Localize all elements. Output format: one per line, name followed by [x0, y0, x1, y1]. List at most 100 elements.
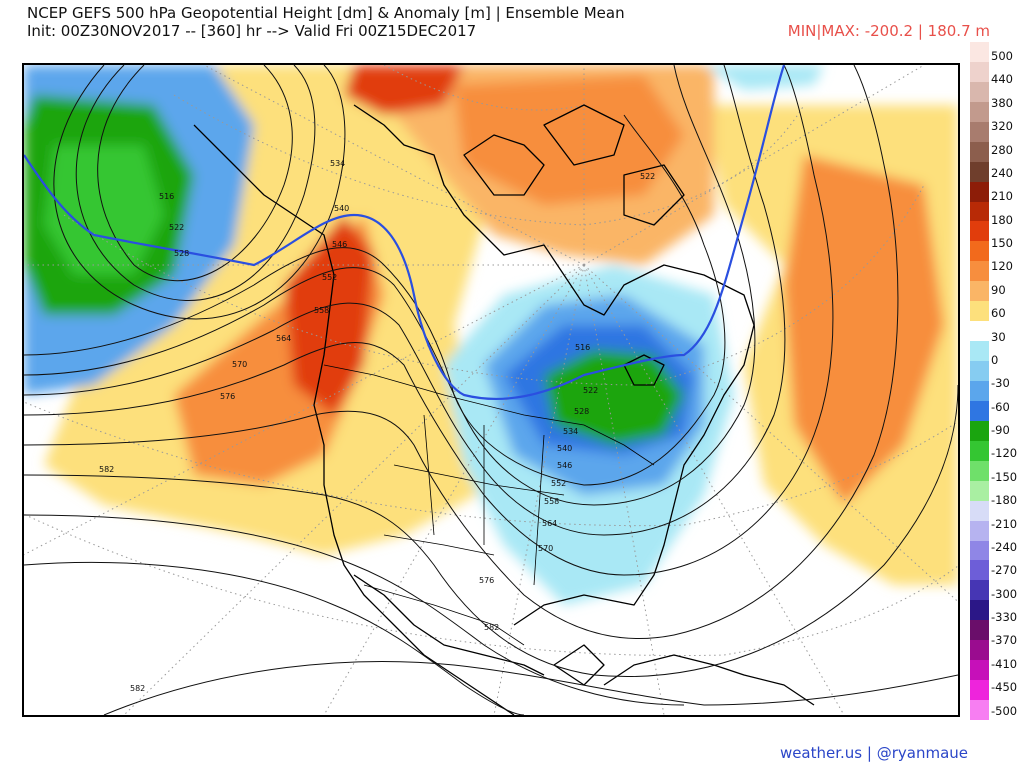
colorbar-swatch: [970, 500, 989, 522]
colorbar-swatch: [970, 321, 989, 342]
contour-label: 564: [542, 519, 557, 528]
colorbar-swatch: [970, 381, 989, 402]
colorbar-swatch: [970, 660, 989, 681]
colorbar-swatch: [970, 361, 989, 382]
contour-label: 558: [544, 497, 559, 506]
map-canvas: 516 522 528 534 540 546 552 558 564 570 …: [24, 65, 958, 715]
colorbar-tick-label: -120: [991, 446, 1018, 461]
colorbar-tick-label: -330: [991, 610, 1018, 625]
colorbar-swatch: [970, 460, 989, 482]
trough-north-lobe: [704, 65, 824, 90]
colorbar-swatch: [970, 420, 989, 442]
contour-label: 570: [232, 360, 247, 369]
contour-label: 570: [538, 544, 553, 553]
contour-label: 582: [130, 684, 145, 693]
colorbar-swatch: [970, 680, 989, 701]
colorbar-swatch: [970, 181, 989, 203]
colorbar-swatch: [970, 540, 989, 561]
colorbar-swatch: [970, 700, 989, 721]
colorbar-swatch: [970, 42, 989, 63]
colorbar-tick-label: -150: [991, 469, 1018, 484]
colorbar-swatch: [970, 560, 989, 581]
colorbar-swatch: [970, 600, 989, 621]
contour-label: 516: [575, 343, 590, 352]
colorbar-tick-label: -300: [991, 586, 1018, 601]
colorbar-tick-label: 320: [991, 119, 1013, 134]
height-contours: [24, 65, 958, 715]
colorbar-tick-label: 120: [991, 259, 1013, 274]
colorbar-swatch: [970, 520, 989, 542]
colorbar-tick-label: 180: [991, 212, 1013, 227]
colorbar-tick-label: -180: [991, 493, 1018, 508]
colorbar-swatch: [970, 221, 989, 242]
contour-label: 540: [557, 444, 572, 453]
contour-label: 582: [99, 465, 114, 474]
colorbar-swatch: [970, 580, 989, 601]
contour-labels: 516 522 528 534 540 546 552 558 564 570 …: [99, 159, 655, 693]
contour-label: 528: [174, 249, 189, 258]
colorbar-swatch: [970, 161, 989, 183]
map-panel: 516 522 528 534 540 546 552 558 564 570 …: [22, 63, 960, 717]
colorbar-swatch: [970, 241, 989, 262]
colorbar-tick-label: -60: [991, 399, 1010, 414]
colorbar-tick-label: 240: [991, 165, 1013, 180]
contour-label: 576: [220, 392, 235, 401]
colorbar-tick-label: -30: [991, 376, 1010, 391]
contour-label: 522: [583, 386, 598, 395]
contour-label: 534: [330, 159, 345, 168]
contour-label: 552: [551, 479, 566, 488]
contour-label: 546: [332, 240, 347, 249]
colorbar-swatch: [970, 201, 989, 222]
colorbar-tick-label: 500: [991, 49, 1013, 63]
init-valid-time: Init: 00Z30NOV2017 -- [360] hr --> Valid…: [27, 22, 477, 40]
colorbar-swatch: [970, 620, 989, 641]
contour-label: 552: [322, 273, 337, 282]
colorbar-swatch: [970, 341, 989, 362]
colorbar-swatch: [970, 281, 989, 302]
colorbar-tick-label: -240: [991, 539, 1018, 554]
contour-label: 516: [159, 192, 174, 201]
colorbar-tick-label: -500: [991, 703, 1018, 718]
colorbar-swatch: [970, 480, 989, 502]
ridge-core-arctic: [454, 75, 684, 205]
colorbar-tick-label: -370: [991, 633, 1018, 648]
contour-label: 522: [169, 223, 184, 232]
colorbar-tick-label: -270: [991, 563, 1018, 578]
contour-label: 558: [314, 306, 329, 315]
political-borders: [323, 364, 655, 646]
colorbar-tick-label: 90: [991, 282, 1006, 297]
colorbar-tick-label: 280: [991, 142, 1013, 157]
contour-label: 576: [479, 576, 494, 585]
colorbar-tick-label: -450: [991, 680, 1018, 695]
colorbar-swatch: [970, 61, 989, 83]
colorbar-swatch: [970, 640, 989, 661]
colorbar-tick-label: 60: [991, 306, 1006, 321]
anomaly-shading: [24, 65, 958, 605]
ridge-core-atlantic: [784, 155, 944, 505]
colorbar-tick-label: 210: [991, 189, 1013, 204]
colorbar-tick-label: -210: [991, 516, 1018, 531]
contour-label: 546: [557, 461, 572, 470]
min-max-readout: MIN|MAX: -200.2 | 180.7 m: [787, 22, 990, 40]
colorbar-tick-label: -410: [991, 656, 1018, 671]
trough-east-green: [544, 350, 684, 445]
contour-label: 528: [574, 407, 589, 416]
colorbar-swatch: [970, 440, 989, 462]
colorbar-swatch: [970, 141, 989, 163]
chart-title: NCEP GEFS 500 hPa Geopotential Height [d…: [27, 4, 625, 22]
colorbar-swatch: [970, 81, 989, 103]
contour-label: 522: [640, 172, 655, 181]
contour-540-highlight: [24, 65, 786, 401]
colorbar-tick-label: 150: [991, 236, 1013, 251]
colorbar-tick-label: 30: [991, 329, 1006, 344]
contour-label: 540: [334, 204, 349, 213]
colorbar-swatch: [970, 301, 989, 322]
colorbar-tick-label: 380: [991, 95, 1013, 110]
graticule: [24, 65, 958, 715]
colorbar-swatch: [970, 261, 989, 282]
contour-label: 564: [276, 334, 291, 343]
contour-label: 534: [563, 427, 578, 436]
colorbar-tick-label: -90: [991, 423, 1010, 438]
colorbar-tick-label: 0: [991, 352, 999, 367]
colorbar-swatch: [970, 101, 989, 123]
